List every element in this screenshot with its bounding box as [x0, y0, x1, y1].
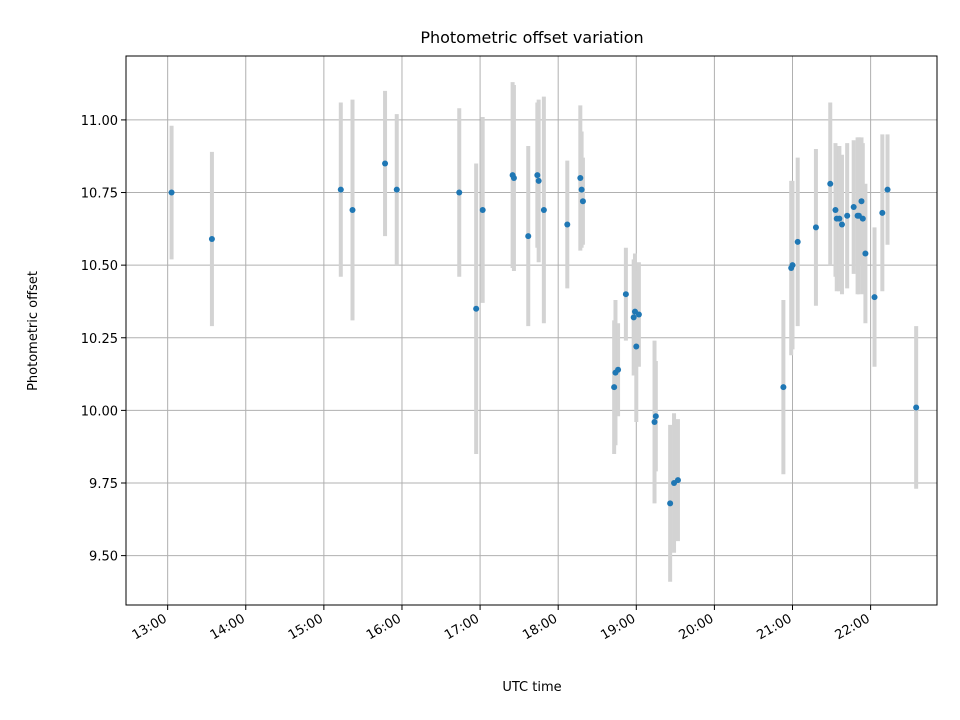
x-axis-label: UTC time — [502, 680, 561, 695]
chart-title: Photometric offset variation — [420, 28, 643, 47]
data-point — [525, 233, 532, 240]
y-tick-label: 9.75 — [89, 477, 118, 492]
data-point — [850, 204, 857, 211]
data-point — [382, 160, 389, 167]
data-point — [564, 221, 571, 228]
data-point — [838, 221, 845, 228]
plot-frame — [125, 55, 938, 606]
data-point — [812, 224, 819, 231]
data-point — [349, 206, 356, 213]
data-point — [535, 177, 542, 184]
y-tick-label: 10.00 — [81, 404, 118, 419]
data-point — [473, 305, 480, 312]
data-point — [794, 238, 801, 245]
data-point — [540, 206, 547, 213]
data-point — [622, 291, 629, 298]
data-point — [630, 314, 637, 321]
data-point — [871, 294, 878, 301]
data-point — [859, 215, 866, 222]
y-tick-label: 11.00 — [81, 114, 118, 129]
data-point — [879, 209, 886, 216]
data-point — [633, 343, 640, 350]
data-point — [611, 384, 618, 391]
data-point — [780, 384, 787, 391]
y-tick-label: 9.50 — [89, 550, 118, 565]
data-point — [667, 500, 674, 507]
data-point — [393, 186, 400, 193]
data-point — [337, 186, 344, 193]
data-point — [827, 180, 834, 187]
data-point — [844, 212, 851, 219]
y-tick-label: 10.75 — [81, 187, 118, 202]
data-point — [884, 186, 891, 193]
data-point — [651, 419, 658, 425]
data-point — [913, 404, 920, 411]
data-point — [208, 236, 215, 242]
data-point — [577, 175, 584, 181]
data-point — [858, 198, 865, 205]
data-point — [510, 175, 517, 181]
data-point — [615, 366, 622, 373]
data-point — [836, 215, 843, 222]
data-point — [534, 172, 541, 179]
y-axis-label: Photometric offset — [26, 271, 41, 391]
data-point — [862, 250, 869, 257]
y-tick-label: 10.25 — [81, 332, 118, 347]
data-point — [578, 186, 585, 193]
grid — [126, 56, 937, 605]
data-point — [579, 198, 586, 205]
data-point — [789, 262, 796, 269]
data-points — [168, 160, 920, 507]
data-point — [168, 189, 175, 196]
data-point — [635, 311, 642, 318]
y-tick-label: 10.50 — [81, 259, 118, 274]
data-point — [652, 413, 659, 420]
data-point — [832, 206, 839, 213]
data-point — [479, 206, 486, 213]
data-point — [674, 477, 681, 484]
data-point — [456, 189, 463, 196]
y-axis-ticks: 9.50 9.75 10.00 10.25 10.50 10.75 11.00 — [81, 114, 126, 565]
